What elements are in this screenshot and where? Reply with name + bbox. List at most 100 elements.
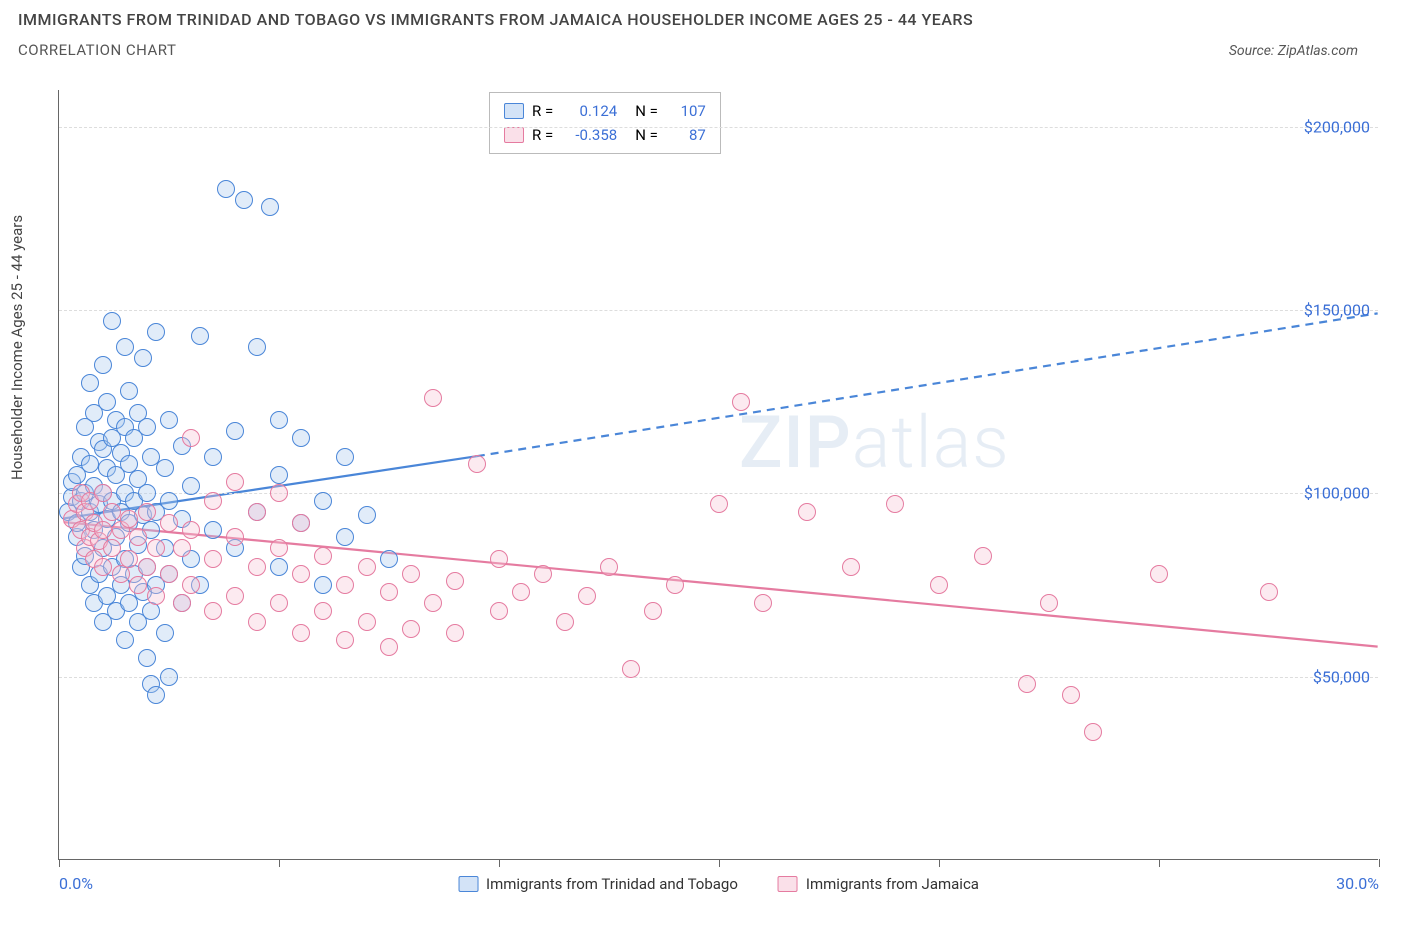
watermark-rest: atlas bbox=[852, 400, 1010, 485]
data-point bbox=[182, 521, 200, 539]
data-point bbox=[138, 503, 156, 521]
data-point bbox=[270, 484, 288, 502]
data-point bbox=[270, 558, 288, 576]
data-point bbox=[94, 484, 112, 502]
data-point bbox=[147, 686, 165, 704]
legend-series-label: Immigrants from Trinidad and Tobago bbox=[486, 875, 738, 893]
header: IMMIGRANTS FROM TRINIDAD AND TOBAGO VS I… bbox=[0, 0, 1406, 59]
data-point bbox=[94, 558, 112, 576]
data-point bbox=[160, 514, 178, 532]
data-point bbox=[160, 668, 178, 686]
data-point bbox=[120, 510, 138, 528]
data-point bbox=[292, 624, 310, 642]
data-point bbox=[138, 649, 156, 667]
data-point bbox=[446, 624, 464, 642]
x-tick bbox=[1159, 859, 1160, 867]
data-point bbox=[556, 613, 574, 631]
data-point bbox=[1018, 675, 1036, 693]
legend-swatch bbox=[504, 103, 524, 119]
data-point bbox=[103, 539, 121, 557]
legend-row: R =0.124N =107 bbox=[504, 99, 706, 123]
x-tick-label: 30.0% bbox=[1336, 874, 1379, 893]
data-point bbox=[103, 312, 121, 330]
data-point bbox=[710, 495, 728, 513]
data-point bbox=[292, 429, 310, 447]
data-point bbox=[270, 466, 288, 484]
data-point bbox=[358, 558, 376, 576]
data-point bbox=[129, 576, 147, 594]
chart-subtitle: CORRELATION CHART bbox=[18, 41, 176, 59]
data-point bbox=[666, 576, 684, 594]
data-point bbox=[490, 550, 508, 568]
data-point bbox=[974, 547, 992, 565]
data-point bbox=[314, 576, 332, 594]
data-point bbox=[226, 473, 244, 491]
legend-swatch bbox=[504, 127, 524, 143]
data-point bbox=[160, 565, 178, 583]
source-attribution: Source: ZipAtlas.com bbox=[1229, 43, 1388, 59]
data-point bbox=[468, 455, 486, 473]
data-point bbox=[270, 539, 288, 557]
legend-series-label: Immigrants from Jamaica bbox=[806, 875, 979, 893]
gridline bbox=[59, 310, 1378, 311]
data-point bbox=[235, 191, 253, 209]
data-point bbox=[204, 602, 222, 620]
data-point bbox=[314, 602, 332, 620]
stats-legend: R =0.124N =107R =-0.358N =87 bbox=[489, 92, 721, 154]
data-point bbox=[103, 503, 121, 521]
data-point bbox=[147, 587, 165, 605]
data-point bbox=[98, 393, 116, 411]
y-tick-label: $150,000 bbox=[1304, 301, 1370, 320]
y-tick-label: $200,000 bbox=[1304, 117, 1370, 136]
data-point bbox=[336, 448, 354, 466]
data-point bbox=[120, 550, 138, 568]
data-point bbox=[226, 422, 244, 440]
data-point bbox=[578, 587, 596, 605]
gridline bbox=[59, 493, 1378, 494]
x-tick bbox=[719, 859, 720, 867]
chart-container: Householder Income Ages 25 - 44 years ZI… bbox=[18, 80, 1388, 900]
data-point bbox=[270, 411, 288, 429]
data-point bbox=[1084, 723, 1102, 741]
x-tick bbox=[939, 859, 940, 867]
gridline bbox=[59, 127, 1378, 128]
data-point bbox=[424, 594, 442, 612]
data-point bbox=[314, 547, 332, 565]
legend-n-value: 107 bbox=[666, 99, 706, 123]
x-tick bbox=[59, 859, 60, 867]
watermark: ZIPatlas bbox=[739, 400, 1010, 485]
bottom-legend-item: Immigrants from Trinidad and Tobago bbox=[458, 875, 738, 893]
data-point bbox=[204, 492, 222, 510]
data-point bbox=[380, 638, 398, 656]
data-point bbox=[248, 503, 266, 521]
data-point bbox=[248, 338, 266, 356]
data-point bbox=[261, 198, 279, 216]
data-point bbox=[380, 550, 398, 568]
data-point bbox=[600, 558, 618, 576]
gridline bbox=[59, 677, 1378, 678]
data-point bbox=[94, 521, 112, 539]
data-point bbox=[147, 323, 165, 341]
trend-line-extrapolated bbox=[477, 313, 1378, 456]
chart-title: IMMIGRANTS FROM TRINIDAD AND TOBAGO VS I… bbox=[18, 10, 1388, 29]
x-tick bbox=[279, 859, 280, 867]
data-point bbox=[336, 631, 354, 649]
data-point bbox=[81, 374, 99, 392]
data-point bbox=[116, 631, 134, 649]
x-tick bbox=[1379, 859, 1380, 867]
data-point bbox=[182, 477, 200, 495]
legend-r-label: R = bbox=[532, 99, 553, 123]
data-point bbox=[248, 558, 266, 576]
data-point bbox=[754, 594, 772, 612]
data-point bbox=[191, 327, 209, 345]
data-point bbox=[358, 613, 376, 631]
data-point bbox=[930, 576, 948, 594]
data-point bbox=[1150, 565, 1168, 583]
data-point bbox=[217, 180, 235, 198]
legend-n-label: N = bbox=[635, 99, 658, 123]
data-point bbox=[182, 576, 200, 594]
y-axis-label: Householder Income Ages 25 - 44 years bbox=[8, 215, 26, 480]
data-point bbox=[490, 602, 508, 620]
data-point bbox=[156, 459, 174, 477]
plot-area: ZIPatlas R =0.124N =107R =-0.358N =87 Im… bbox=[58, 90, 1378, 860]
